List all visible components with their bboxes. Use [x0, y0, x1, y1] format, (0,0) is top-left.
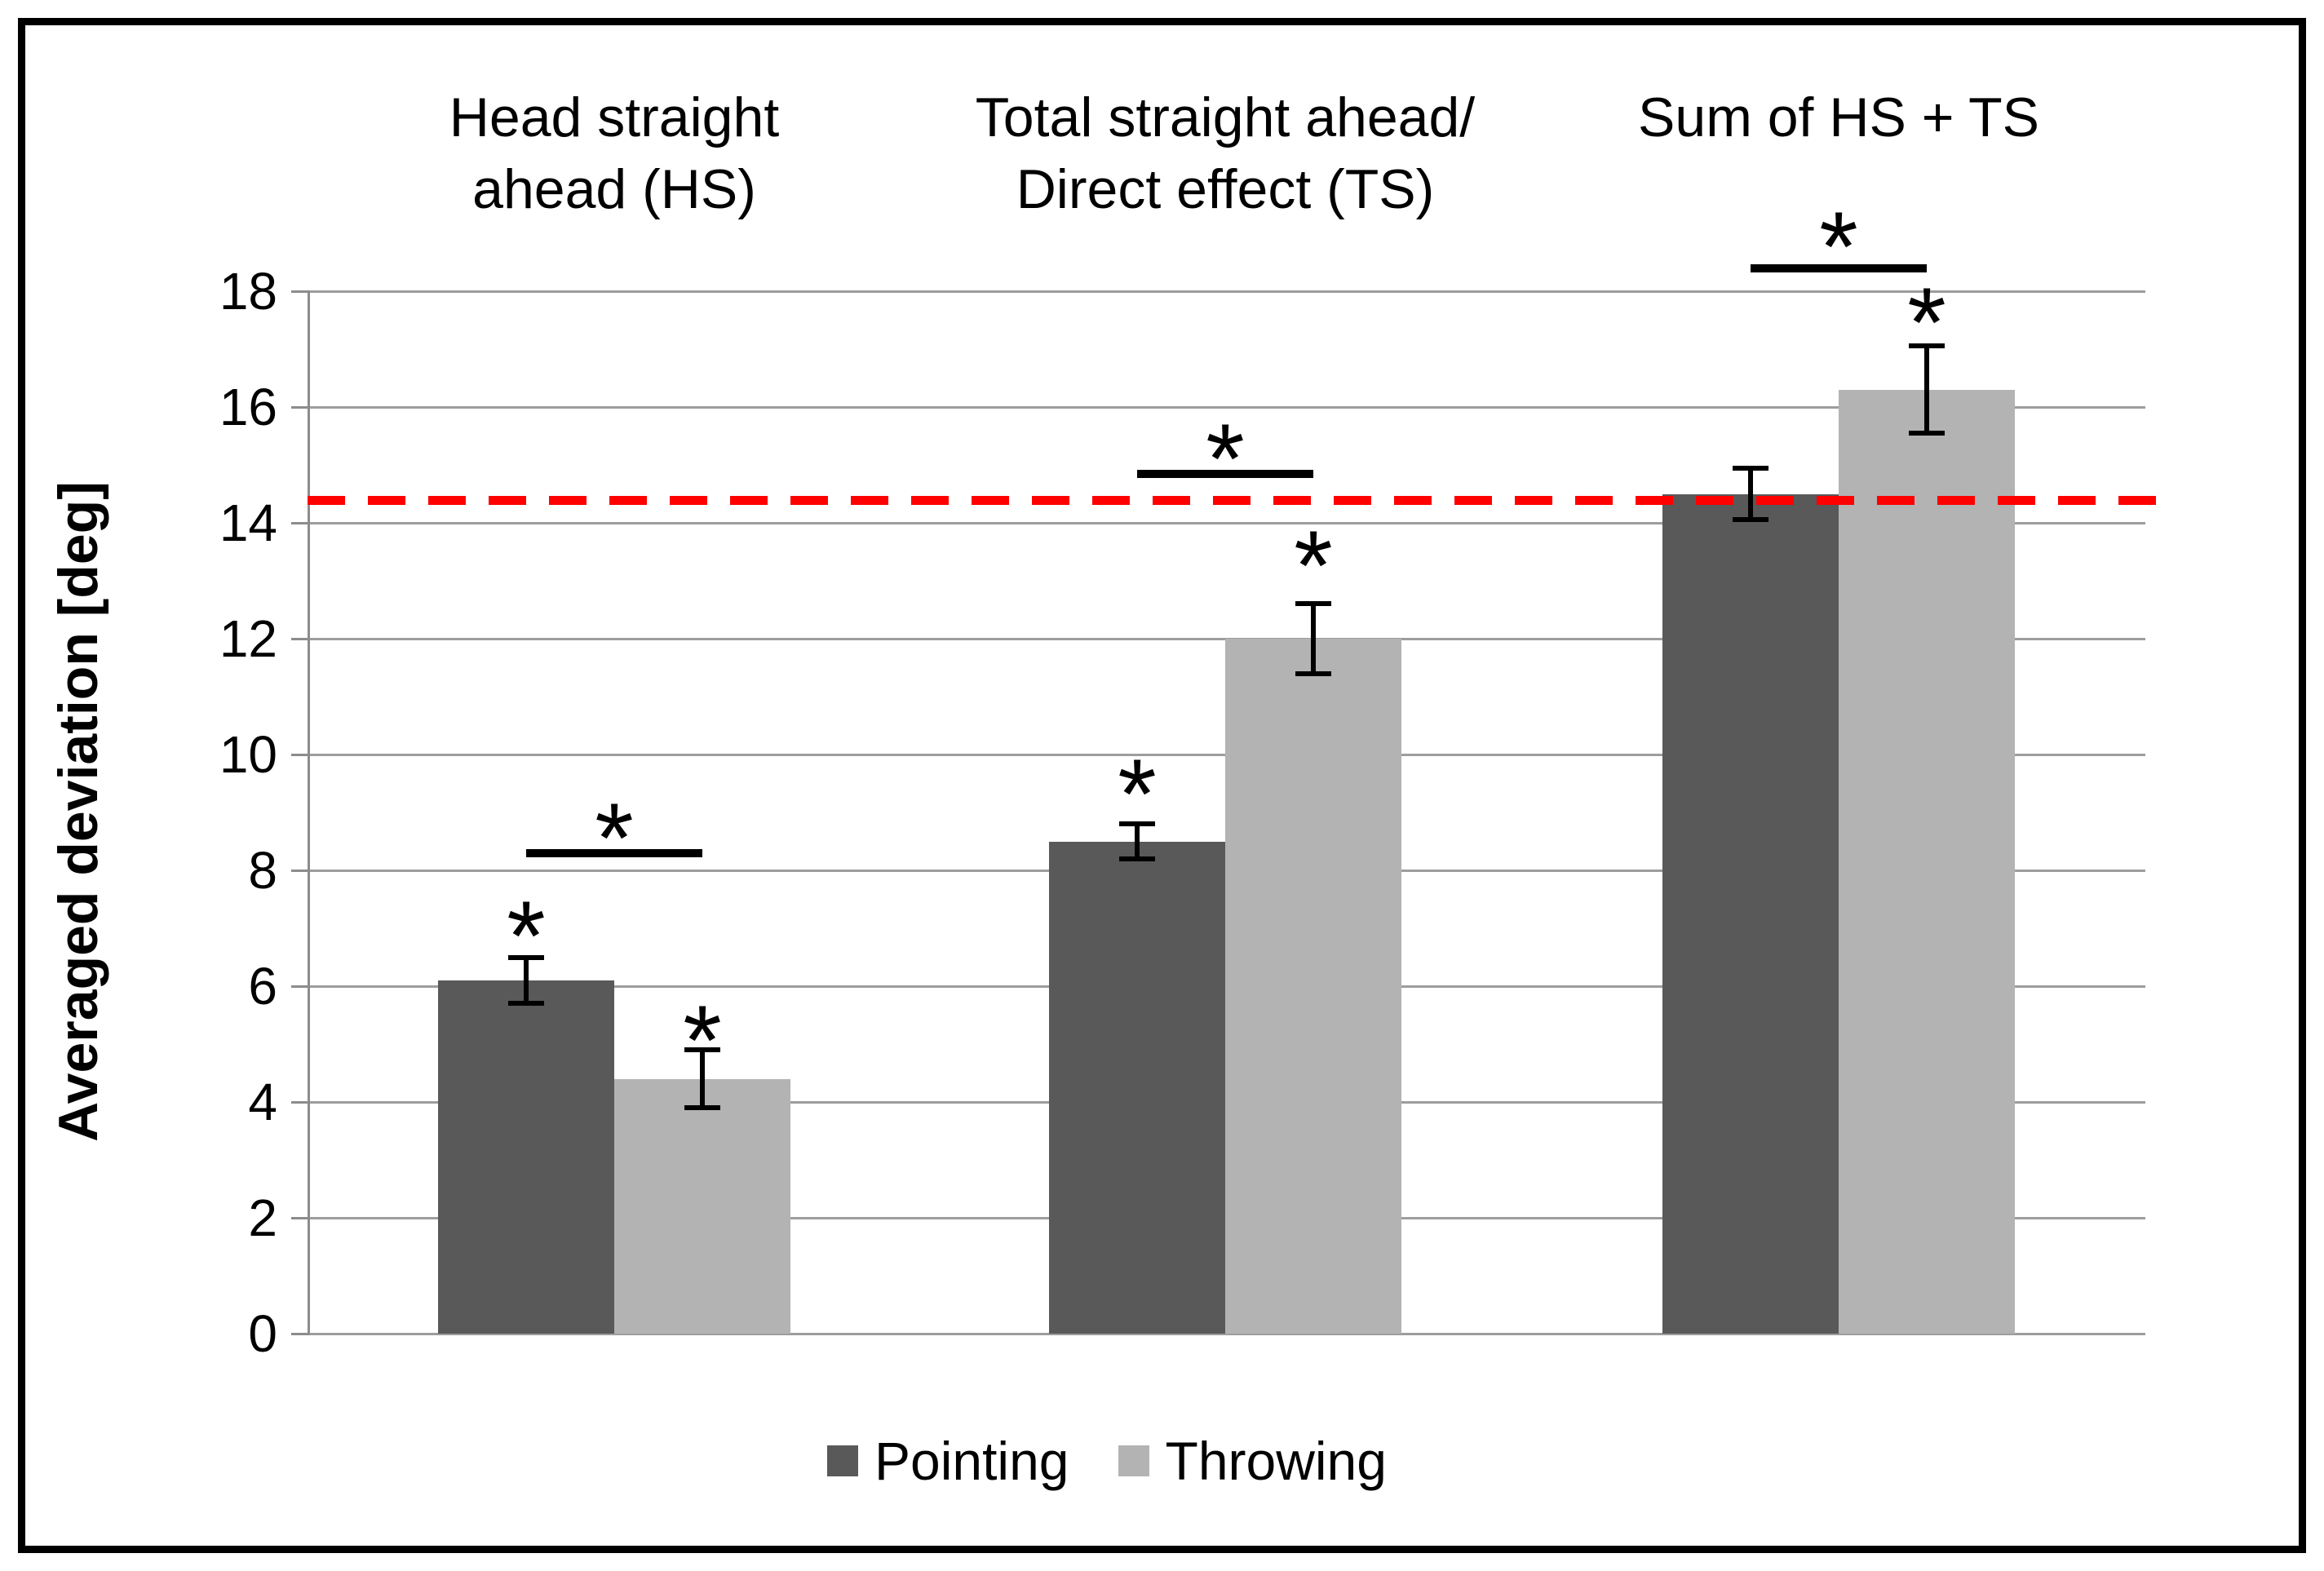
error-bar-line	[524, 957, 529, 1004]
bar-pointing-group0	[438, 980, 614, 1334]
y-tick-label: 2	[248, 1188, 277, 1247]
reference-dashed-line	[308, 495, 2168, 505]
group-label-line: ahead (HS)	[472, 158, 756, 220]
bar-pointing-group2	[1662, 493, 1839, 1334]
gridline	[308, 1333, 2145, 1335]
bar-throwing-group2	[1839, 389, 2015, 1334]
y-tick-mark	[291, 754, 308, 756]
error-bar-cap-top	[1295, 601, 1331, 607]
y-tick-mark	[291, 1101, 308, 1104]
group-label-line: Total straight ahead/	[975, 86, 1476, 148]
y-tick-mark	[291, 870, 308, 872]
error-bar-line	[700, 1050, 705, 1109]
y-tick-label: 6	[248, 957, 277, 1016]
error-bar-cap-top	[1119, 821, 1155, 827]
y-tick-label: 12	[219, 609, 277, 668]
significance-bracket-line	[1751, 263, 1927, 272]
error-bar-line	[1311, 604, 1316, 674]
y-tick-mark	[291, 1217, 308, 1219]
significance-bracket-star: *	[1819, 191, 1858, 303]
y-tick-label: 0	[248, 1304, 277, 1363]
legend-label-pointing: Pointing	[874, 1431, 1069, 1491]
y-tick-label: 10	[219, 725, 277, 784]
y-tick-mark	[291, 290, 308, 293]
legend-entry-pointing: Pointing	[827, 1434, 1069, 1488]
y-tick-mark	[291, 985, 308, 988]
y-tick-mark	[291, 1333, 308, 1335]
error-bar-cap-bottom	[1733, 517, 1768, 523]
significance-star: *	[507, 880, 546, 992]
legend-entry-throwing: Throwing	[1118, 1434, 1387, 1488]
y-tick-mark	[291, 638, 308, 640]
chart-border-frame	[18, 18, 2306, 1553]
significance-star: *	[683, 985, 722, 1096]
error-bar-cap-bottom	[1295, 670, 1331, 676]
error-bar-cap-top	[1909, 343, 1945, 349]
bar-throwing-group1	[1225, 639, 1401, 1334]
significance-bracket-star: *	[1206, 402, 1245, 514]
y-tick-label: 14	[219, 493, 277, 552]
error-bar-cap-top	[1733, 465, 1768, 471]
significance-bracket-line	[526, 848, 702, 857]
error-bar-cap-top	[684, 1047, 720, 1053]
y-axis-title: Averaged deviation [deg]	[47, 481, 109, 1142]
group-label-sum-hs-ts: Sum of HS + TS	[1439, 82, 2238, 153]
error-bar-line	[1135, 824, 1140, 859]
y-tick-mark	[291, 406, 308, 409]
error-bar-cap-bottom	[1909, 430, 1945, 436]
group-label-line: Direct effect (TS)	[1016, 158, 1435, 220]
significance-bracket-line	[1137, 469, 1313, 478]
significance-bracket-star: *	[595, 781, 634, 893]
gridline	[308, 406, 2145, 409]
group-label-line: Sum of HS + TS	[1638, 86, 2039, 148]
group-label-line: Head straight	[449, 86, 780, 148]
y-tick-label: 4	[248, 1073, 277, 1131]
significance-star: *	[1118, 738, 1157, 850]
legend-label-throwing: Throwing	[1165, 1431, 1387, 1491]
y-tick-label: 16	[219, 378, 277, 436]
error-bar-line	[1924, 346, 1929, 433]
error-bar-cap-top	[508, 954, 544, 960]
bar-throwing-group0	[614, 1078, 790, 1334]
gridline	[308, 522, 2145, 524]
bar-pointing-group1	[1049, 841, 1225, 1334]
legend-swatch-throwing	[1118, 1445, 1149, 1476]
error-bar-line	[1748, 467, 1753, 520]
gridline	[308, 290, 2145, 293]
y-tick-label: 18	[219, 262, 277, 321]
y-tick-mark	[291, 522, 308, 524]
legend-swatch-pointing	[827, 1445, 858, 1476]
y-tick-label: 8	[248, 841, 277, 900]
significance-star: *	[1294, 509, 1333, 621]
significance-star: *	[1907, 266, 1946, 378]
error-bar-cap-bottom	[684, 1105, 720, 1111]
legend: Pointing Throwing	[827, 1434, 1436, 1488]
error-bar-cap-bottom	[1119, 856, 1155, 861]
error-bar-cap-bottom	[508, 1001, 544, 1007]
y-axis-line	[308, 290, 310, 1335]
group-label-total-straight-ahead: Total straight ahead/ Direct effect (TS)	[826, 82, 1625, 225]
group-label-head-straight-ahead: Head straight ahead (HS)	[215, 82, 1014, 225]
